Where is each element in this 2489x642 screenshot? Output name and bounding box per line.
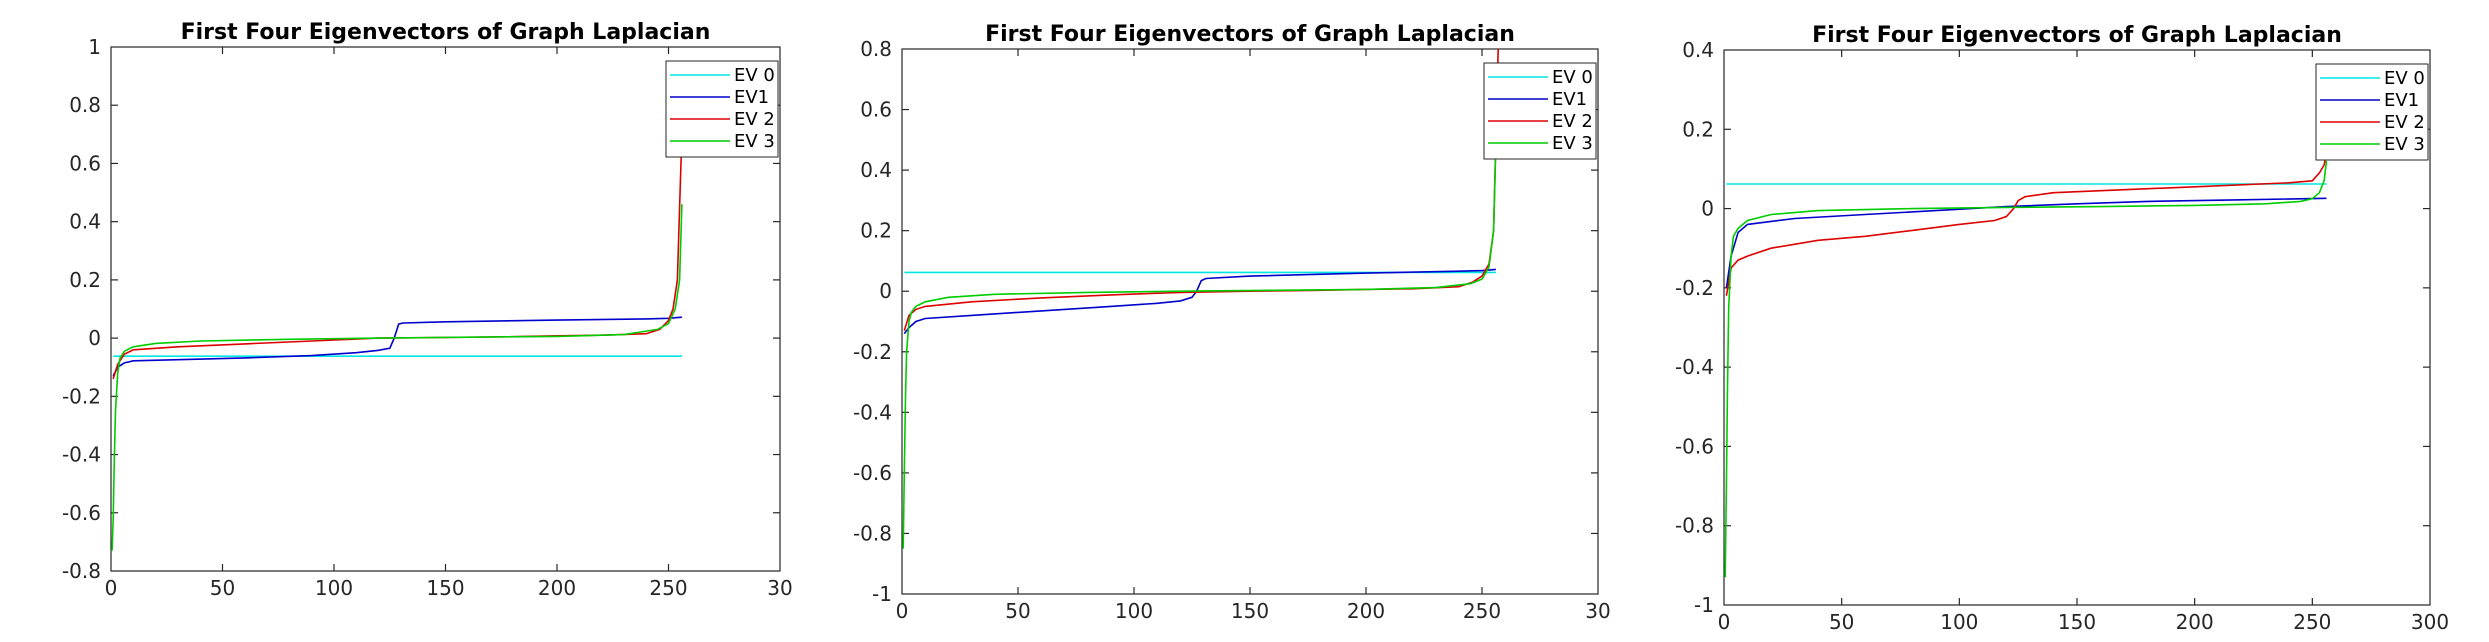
- chart-title: First Four Eigenvectors of Graph Laplaci…: [181, 20, 711, 45]
- x-tick-label: 0: [1718, 610, 1731, 634]
- y-tick-label: -0.8: [62, 559, 101, 583]
- chart-panel-1: First Four Eigenvectors of Graph Laplaci…: [62, 20, 793, 600]
- axes-box: [1723, 49, 2431, 606]
- series-line-1: [903, 268, 1496, 335]
- y-tick-label: 0.4: [69, 210, 101, 234]
- chart-panel-2: First Four Eigenvectors of Graph Laplaci…: [853, 22, 1611, 623]
- x-tick-label: 200: [2176, 610, 2214, 634]
- series-line-2: [1725, 152, 2328, 296]
- x-tick-label: 50: [1005, 599, 1030, 623]
- legend-label: EV 2: [1552, 111, 1593, 132]
- y-tick-label: 0.2: [69, 268, 101, 292]
- legend-label: EV1: [1552, 89, 1587, 110]
- x-tick-label: 150: [426, 576, 464, 600]
- y-tick-label: -0.2: [62, 384, 101, 408]
- y-tick-label: -0.2: [1675, 276, 1714, 300]
- series-line-1: [1725, 197, 2327, 289]
- y-tick-label: -0.4: [1675, 355, 1714, 379]
- x-tick-label: 250: [649, 576, 687, 600]
- x-tick-label: 30: [767, 576, 792, 600]
- legend-label: EV 3: [734, 131, 775, 152]
- legend-label: EV 3: [1552, 133, 1593, 154]
- x-tick-label: 100: [315, 576, 353, 600]
- x-tick-label: 50: [1829, 610, 1854, 634]
- y-tick-label: 0: [879, 279, 892, 303]
- chart-title: First Four Eigenvectors of Graph Laplaci…: [985, 22, 1515, 47]
- y-tick-label: 0.4: [1682, 38, 1714, 62]
- x-tick-label: 30: [1585, 599, 1610, 623]
- legend-label: EV 2: [2384, 112, 2425, 133]
- y-tick-label: 1: [88, 35, 101, 59]
- x-tick-label: 200: [538, 576, 576, 600]
- legend-label: EV 0: [1552, 67, 1593, 88]
- legend-label: EV 3: [2384, 134, 2425, 155]
- legend-label: EV 0: [2384, 68, 2425, 89]
- x-tick-label: 250: [2293, 610, 2331, 634]
- y-tick-label: -0.4: [62, 443, 101, 467]
- legend-label: EV 2: [734, 109, 775, 130]
- x-tick-label: 100: [1115, 599, 1153, 623]
- x-tick-label: 0: [896, 599, 909, 623]
- y-tick-label: -0.2: [853, 340, 892, 364]
- y-tick-label: 0.4: [860, 158, 892, 182]
- series-line-3: [1724, 160, 2328, 578]
- y-tick-label: 0: [1701, 197, 1714, 221]
- y-tick-label: -0.8: [1675, 514, 1714, 538]
- y-tick-label: -0.6: [1675, 434, 1714, 458]
- x-tick-label: 50: [210, 576, 235, 600]
- x-tick-label: 200: [1347, 599, 1385, 623]
- y-tick-label: 0.2: [860, 219, 892, 243]
- series-line-3: [902, 139, 1497, 549]
- legend-label: EV1: [734, 87, 769, 108]
- y-tick-label: 0.6: [69, 151, 101, 175]
- y-tick-label: -1: [1694, 593, 1714, 617]
- chart-title: First Four Eigenvectors of Graph Laplaci…: [1812, 23, 2342, 48]
- y-tick-label: -0.6: [62, 501, 101, 525]
- x-tick-label: 0: [105, 576, 118, 600]
- y-tick-label: -0.6: [853, 461, 892, 485]
- x-tick-label: 250: [1463, 599, 1501, 623]
- y-tick-label: -0.8: [853, 521, 892, 545]
- chart-panel-3: First Four Eigenvectors of Graph Laplaci…: [1675, 23, 2449, 634]
- x-tick-label: 300: [2411, 610, 2449, 634]
- x-tick-label: 150: [1231, 599, 1269, 623]
- legend-label: EV 0: [734, 65, 775, 86]
- y-tick-label: 0: [88, 326, 101, 350]
- y-tick-label: 0.6: [860, 98, 892, 122]
- series-line-3: [111, 204, 683, 551]
- y-tick-label: -1: [872, 582, 892, 606]
- y-tick-label: 0.8: [860, 37, 892, 61]
- y-tick-label: -0.4: [853, 400, 892, 424]
- x-tick-label: 150: [2058, 610, 2096, 634]
- series-line-1: [112, 316, 682, 377]
- y-tick-label: 0.2: [1682, 117, 1714, 141]
- legend-label: EV1: [2384, 90, 2419, 111]
- y-tick-label: 0.8: [69, 93, 101, 117]
- x-tick-label: 100: [1940, 610, 1978, 634]
